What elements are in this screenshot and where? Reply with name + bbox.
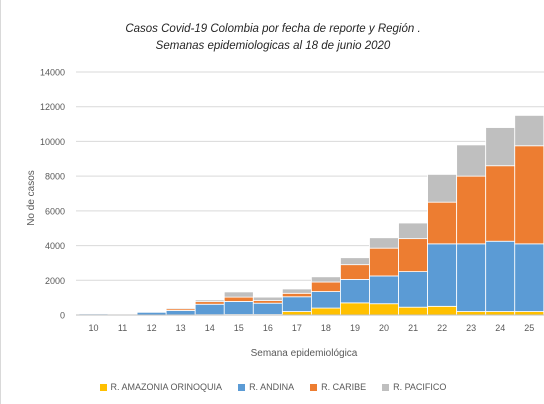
bar-segment: [514, 311, 544, 316]
legend-label: R. PACIFICO: [393, 382, 447, 392]
y-tick-label: 10000: [40, 137, 65, 147]
y-tick-label: 2000: [45, 276, 65, 286]
y-tick-label: 6000: [45, 206, 65, 216]
legend-item: R. ANDINA: [238, 382, 294, 392]
bar-segment: [310, 291, 341, 309]
bar-segment: [369, 247, 399, 277]
x-tick-label: 17: [292, 323, 302, 333]
bar-segment: [340, 257, 370, 266]
x-tick-label: 21: [408, 323, 418, 333]
bar-segment: [456, 243, 487, 312]
bar-segment: [223, 301, 254, 315]
bar-segment: [398, 222, 428, 240]
bar-segment: [194, 303, 225, 316]
bar-segment: [281, 288, 312, 294]
y-axis-label: No de casos: [26, 170, 37, 226]
x-tick-label: 25: [524, 323, 534, 333]
x-tick-label: 15: [234, 323, 244, 333]
bar-segment: [369, 275, 399, 305]
bar-segment: [281, 292, 312, 298]
bar-segment: [252, 302, 283, 315]
x-tick-label: 12: [147, 323, 157, 333]
bar-segment: [281, 296, 312, 312]
bar-segment: [223, 291, 254, 298]
bar-segment: [427, 305, 458, 316]
chart-title: Casos Covid-19 Colombia por fecha de rep…: [125, 23, 421, 35]
legend-label: R. AMAZONIA ORINOQUIA: [110, 382, 223, 392]
x-tick-label: 24: [495, 323, 505, 333]
legend-item: R. CARIBE: [310, 382, 366, 392]
legend: R. AMAZONIA ORINOQUIA R. ANDINA R. CARIBE R…: [1, 382, 544, 392]
bar-segment: [398, 306, 428, 316]
bar-segment: [165, 310, 196, 316]
bar-segment: [310, 276, 341, 283]
bar-segment: [369, 303, 399, 316]
x-axis-label: Semana epidemiológica: [251, 348, 358, 359]
bar-segment: [514, 243, 544, 312]
axes: 0 2000 4000 6000 8000 10000 12000 14000 10 11 12 13…: [40, 68, 544, 333]
bar-segment: [165, 307, 196, 310]
legend-swatch: [99, 383, 107, 391]
bar-segment: [456, 311, 487, 316]
bar-segment: [310, 281, 341, 292]
legend-label: R. CARIBE: [321, 382, 367, 392]
bar-segment: [398, 238, 428, 273]
y-tick-label: 0: [60, 311, 65, 321]
bar-segment: [369, 237, 399, 249]
x-tick-label: 13: [176, 323, 186, 333]
bar-segment: [485, 165, 516, 242]
legend-swatch: [238, 383, 246, 391]
bar-segment: [252, 296, 283, 301]
x-tick-label: 23: [466, 323, 476, 333]
bar-segment: [485, 127, 516, 167]
chart-subtitle: Semanas epidemiologicas al 18 de junio 2…: [155, 40, 391, 52]
x-tick-label: 22: [437, 323, 447, 333]
bar-segment: [427, 201, 458, 245]
bar-segment: [340, 279, 370, 304]
x-tick-label: 10: [89, 323, 99, 333]
legend-item: R. AMAZONIA ORINOQUIA: [99, 382, 223, 392]
x-tick-label: 19: [350, 323, 360, 333]
bar-segment: [340, 302, 370, 316]
bar-segment: [514, 114, 544, 147]
bar-segment: [310, 307, 341, 316]
bar-segment: [223, 296, 254, 302]
legend-swatch: [310, 383, 318, 391]
x-tick-label: 14: [205, 323, 215, 333]
chart-title-block: Casos Covid-19 Colombia por fecha de rep…: [1, 21, 544, 55]
bar-segment: [340, 264, 370, 280]
bar-segment: [281, 311, 312, 316]
bar-segment: [427, 174, 458, 203]
legend-label: R. ANDINA: [249, 382, 295, 392]
bar-segment: [194, 299, 225, 303]
bar-segment: [514, 145, 544, 245]
x-tick-label: 18: [321, 323, 331, 333]
x-tick-label: 11: [118, 323, 127, 333]
bar-segment: [427, 243, 458, 307]
y-tick-label: 12000: [40, 102, 65, 112]
bar-segment: [456, 175, 487, 245]
y-tick-label: 8000: [45, 172, 65, 182]
legend-item: R. PACIFICO: [382, 382, 446, 392]
y-tick-label: 4000: [45, 241, 65, 251]
x-tick-label: 16: [263, 323, 273, 333]
legend-swatch: [382, 383, 390, 391]
bar-segment: [456, 144, 487, 177]
bars: [78, 114, 544, 316]
bar-segment: [485, 311, 516, 316]
y-tick-label: 14000: [40, 68, 65, 78]
bar-segment: [485, 240, 516, 312]
x-tick-label: 20: [379, 323, 389, 333]
bar-segment: [398, 271, 428, 308]
